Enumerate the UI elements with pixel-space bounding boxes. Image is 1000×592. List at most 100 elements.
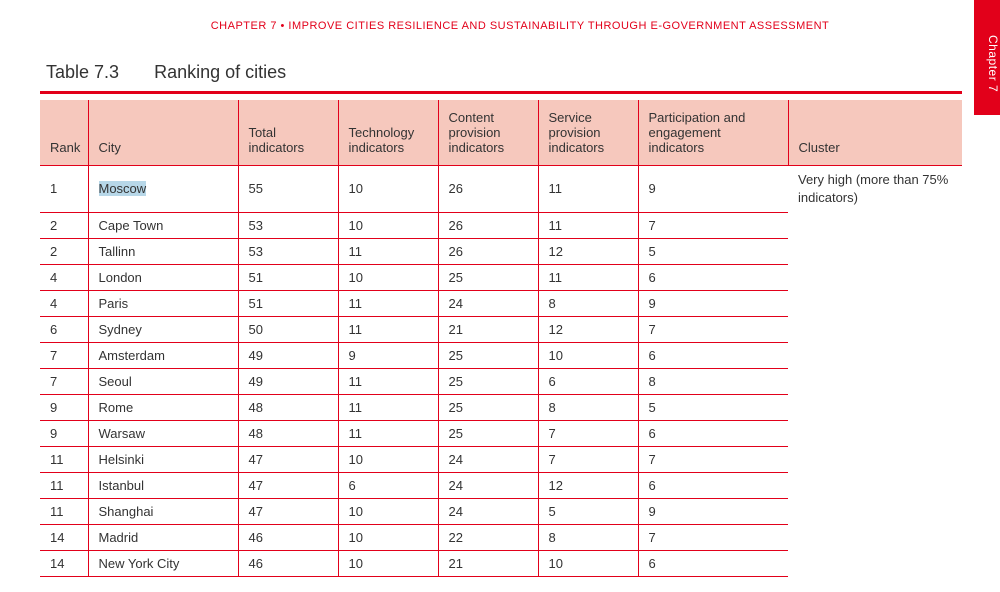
cell-service: 7: [538, 420, 638, 446]
cell-city: Amsterdam: [88, 342, 238, 368]
cluster-empty: [788, 290, 962, 316]
cell-part: 9: [638, 498, 788, 524]
cell-service: 6: [538, 368, 638, 394]
table-row: 14Madrid46102287: [40, 524, 962, 550]
cell-total: 55: [238, 166, 338, 213]
cell-total: 46: [238, 524, 338, 550]
cell-content: 25: [438, 264, 538, 290]
cell-part: 7: [638, 212, 788, 238]
cell-content: 24: [438, 446, 538, 472]
cluster-empty: [788, 498, 962, 524]
cell-city: Warsaw: [88, 420, 238, 446]
cell-city: Moscow: [88, 166, 238, 213]
cell-total: 53: [238, 212, 338, 238]
cell-content: 26: [438, 238, 538, 264]
cell-part: 8: [638, 368, 788, 394]
cell-tech: 9: [338, 342, 438, 368]
cell-rank: 9: [40, 420, 88, 446]
cell-service: 7: [538, 446, 638, 472]
cell-service: 10: [538, 550, 638, 576]
cell-rank: 4: [40, 264, 88, 290]
cell-total: 47: [238, 446, 338, 472]
cell-rank: 11: [40, 498, 88, 524]
table-number: Table 7.3: [46, 62, 119, 82]
cell-service: 11: [538, 264, 638, 290]
cell-tech: 10: [338, 550, 438, 576]
cell-service: 11: [538, 166, 638, 213]
cell-part: 7: [638, 446, 788, 472]
table-row: 4Paris51112489: [40, 290, 962, 316]
table-row: 11Istanbul47624126: [40, 472, 962, 498]
table-header-row: Rank City Total indicators Technology in…: [40, 100, 962, 166]
cell-rank: 14: [40, 550, 88, 576]
cell-content: 22: [438, 524, 538, 550]
table-row: 14New York City461021106: [40, 550, 962, 576]
cell-part: 7: [638, 316, 788, 342]
cell-city: New York City: [88, 550, 238, 576]
col-header-cluster: Cluster: [788, 100, 962, 166]
cell-total: 47: [238, 498, 338, 524]
chapter-heading: CHAPTER 7 • IMPROVE CITIES RESILIENCE AN…: [80, 20, 960, 32]
cell-content: 24: [438, 290, 538, 316]
cell-tech: 11: [338, 394, 438, 420]
cell-content: 25: [438, 342, 538, 368]
cluster-empty: [788, 212, 962, 238]
table-row: 9Warsaw48112576: [40, 420, 962, 446]
cell-part: 6: [638, 420, 788, 446]
table-row: 11Shanghai47102459: [40, 498, 962, 524]
cell-city: Tallinn: [88, 238, 238, 264]
cell-city: Rome: [88, 394, 238, 420]
cell-rank: 11: [40, 446, 88, 472]
cell-content: 26: [438, 212, 538, 238]
cell-city: Madrid: [88, 524, 238, 550]
cell-content: 25: [438, 420, 538, 446]
table-row: 2Tallinn531126125: [40, 238, 962, 264]
cell-part: 9: [638, 166, 788, 213]
cell-tech: 10: [338, 212, 438, 238]
cell-total: 53: [238, 238, 338, 264]
cell-part: 9: [638, 290, 788, 316]
cell-rank: 14: [40, 524, 88, 550]
cluster-empty: [788, 446, 962, 472]
table-row: 7Amsterdam49925106: [40, 342, 962, 368]
cell-tech: 11: [338, 290, 438, 316]
cell-city: Seoul: [88, 368, 238, 394]
cell-tech: 11: [338, 238, 438, 264]
cell-city: Shanghai: [88, 498, 238, 524]
ranking-table-wrap: Rank City Total indicators Technology in…: [40, 100, 962, 577]
cluster-empty: [788, 342, 962, 368]
cell-part: 5: [638, 238, 788, 264]
col-header-tech: Technology indicators: [338, 100, 438, 166]
cell-city: London: [88, 264, 238, 290]
cluster-empty: [788, 420, 962, 446]
cell-part: 6: [638, 550, 788, 576]
table-row: 2Cape Town531026117: [40, 212, 962, 238]
table-row: 6Sydney501121127: [40, 316, 962, 342]
cell-service: 8: [538, 290, 638, 316]
cell-rank: 9: [40, 394, 88, 420]
cluster-empty: [788, 524, 962, 550]
cell-rank: 7: [40, 368, 88, 394]
col-header-content: Content provision indicators: [438, 100, 538, 166]
cell-tech: 11: [338, 368, 438, 394]
cell-rank: 2: [40, 238, 88, 264]
cluster-empty: [788, 264, 962, 290]
cluster-empty: [788, 238, 962, 264]
cell-city: Istanbul: [88, 472, 238, 498]
cluster-empty: [788, 316, 962, 342]
cell-content: 21: [438, 316, 538, 342]
cell-total: 49: [238, 368, 338, 394]
cell-content: 24: [438, 472, 538, 498]
cell-tech: 10: [338, 524, 438, 550]
col-header-part: Participation and engagement indicators: [638, 100, 788, 166]
table-row: 11Helsinki47102477: [40, 446, 962, 472]
cell-content: 21: [438, 550, 538, 576]
cell-total: 50: [238, 316, 338, 342]
cell-tech: 10: [338, 446, 438, 472]
table-top-rule: [40, 91, 962, 94]
cluster-empty: [788, 394, 962, 420]
cell-content: 24: [438, 498, 538, 524]
cell-service: 8: [538, 524, 638, 550]
ranking-table: Rank City Total indicators Technology in…: [40, 100, 962, 577]
table-title: Ranking of cities: [154, 62, 286, 82]
